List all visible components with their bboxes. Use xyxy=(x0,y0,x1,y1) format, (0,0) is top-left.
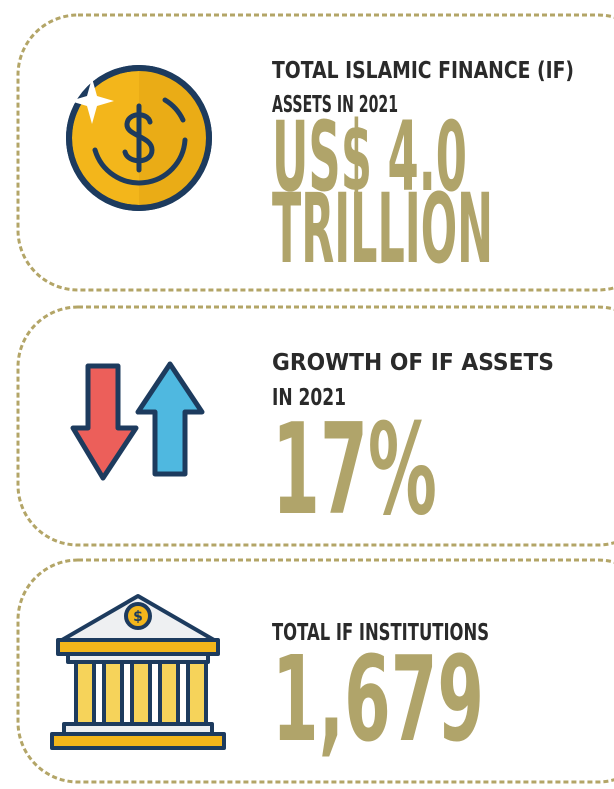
coin-icon xyxy=(66,65,212,211)
dollar-sign: $ xyxy=(133,609,143,625)
card-label: GROWTH OF IF ASSETS xyxy=(272,350,554,376)
card-border xyxy=(16,558,614,784)
card-label: TOTAL IF INSTITUTIONS xyxy=(272,620,489,646)
card-value: 17% xyxy=(272,396,437,543)
card-value: US$ 4.0 xyxy=(272,101,467,213)
card-value: TRILLION xyxy=(272,173,493,285)
card-label: ASSETS IN 2021 xyxy=(272,92,398,118)
card-border xyxy=(16,13,614,292)
arrows-icon xyxy=(70,361,205,481)
card-border xyxy=(16,305,614,547)
card-label: TOTAL ISLAMIC FINANCE (IF) xyxy=(272,58,574,84)
card-value: 1,679 xyxy=(272,630,484,768)
bank-icon xyxy=(50,594,226,750)
card-label: IN 2021 xyxy=(272,385,346,411)
